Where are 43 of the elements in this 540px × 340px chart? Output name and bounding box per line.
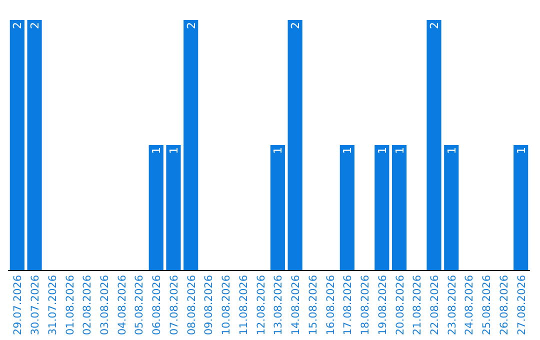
x-tick-label: 31.07.2026 bbox=[46, 274, 59, 336]
x-tick-label: 27.08.2026 bbox=[516, 274, 528, 336]
x-tick-label: 17.08.2026 bbox=[342, 274, 354, 336]
data-label: 1 bbox=[272, 147, 285, 154]
x-tick-label: 02.08.2026 bbox=[82, 274, 94, 336]
x-tick-label: 26.08.2026 bbox=[498, 274, 510, 336]
x-tick-label: 04.08.2026 bbox=[116, 274, 128, 336]
data-label: 2 bbox=[11, 22, 24, 29]
data-label: 1 bbox=[514, 147, 528, 154]
data-label: 1 bbox=[393, 147, 406, 154]
data-label: 2 bbox=[184, 22, 198, 29]
x-tick-label: 29.07.2026 bbox=[12, 274, 24, 336]
x-tick-label: 23.08.2026 bbox=[446, 274, 458, 336]
x-tick-label: 20.08.2026 bbox=[394, 274, 406, 336]
x-tick-label: 16.08.2026 bbox=[324, 274, 337, 336]
x-tick-label: 24.08.2026 bbox=[464, 274, 476, 336]
data-label: 2 bbox=[28, 22, 42, 29]
x-tick-label: 11.08.2026 bbox=[238, 274, 250, 336]
data-label: 1 bbox=[376, 147, 389, 154]
data-label: 1 bbox=[341, 147, 354, 154]
x-tick-label: 07.08.2026 bbox=[168, 274, 180, 336]
x-tick-label: 25.08.2026 bbox=[481, 274, 494, 336]
x-tick-label: 05.08.2026 bbox=[134, 274, 146, 336]
x-tick-label: 06.08.2026 bbox=[151, 274, 164, 336]
x-tick-label: 19.08.2026 bbox=[376, 274, 389, 336]
data-label: 1 bbox=[167, 147, 180, 154]
x-tick-label: 09.08.2026 bbox=[203, 274, 216, 336]
x-tick-label: 03.08.2026 bbox=[99, 274, 112, 336]
data-label: 2 bbox=[428, 22, 441, 29]
x-tick-label: 08.08.2026 bbox=[186, 274, 198, 336]
x-tick-label: 22.08.2026 bbox=[428, 274, 441, 336]
x-tick-label: 12.08.2026 bbox=[255, 274, 268, 336]
x-tick-label: 14.08.2026 bbox=[290, 274, 302, 336]
x-tick-label: 18.08.2026 bbox=[360, 274, 372, 336]
x-tick-label: 30.07.2026 bbox=[30, 274, 42, 336]
x-tick-label: 15.08.2026 bbox=[307, 274, 320, 336]
x-tick-label: 13.08.2026 bbox=[272, 274, 285, 336]
data-label: 1 bbox=[445, 147, 458, 154]
x-tick-label: 21.08.2026 bbox=[412, 274, 424, 336]
data-label: 1 bbox=[150, 147, 164, 154]
x-tick-label: 10.08.2026 bbox=[220, 274, 233, 336]
x-tick-label: 01.08.2026 bbox=[64, 274, 76, 336]
data-label: 2 bbox=[289, 22, 302, 29]
